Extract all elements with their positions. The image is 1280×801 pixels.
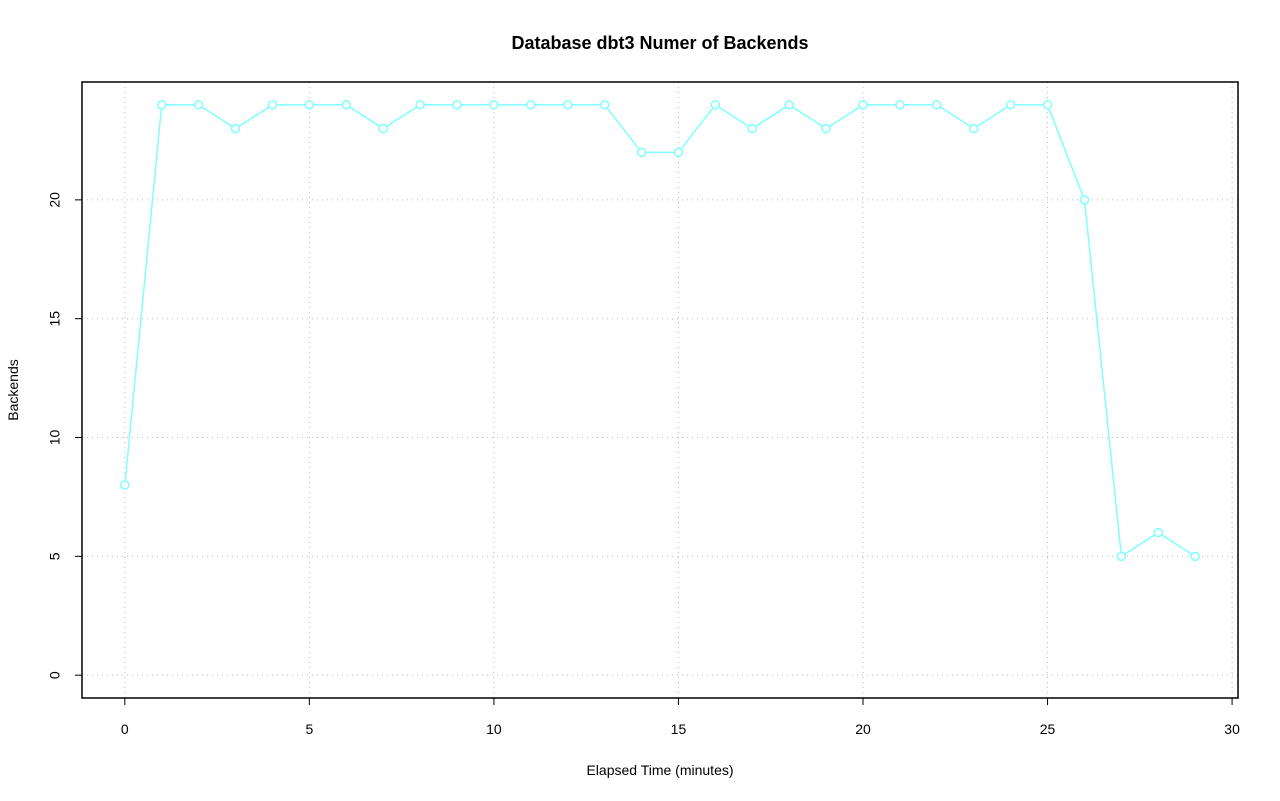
y-tick-label: 0 [47,671,63,679]
data-point [452,100,462,110]
y-tick-label: 10 [47,430,63,446]
x-tick-label: 15 [671,721,687,737]
data-point [784,100,794,110]
data-point [968,123,979,134]
chart-title: Database dbt3 Numer of Backends [511,33,808,53]
data-point [341,100,352,110]
data-point [1042,100,1053,110]
data-point [673,147,684,158]
x-tick-label: 5 [305,721,313,737]
data-line [124,103,1196,558]
x-tick-label: 20 [855,721,871,737]
y-axis-label: Backends [5,359,21,420]
data-point [1190,551,1200,562]
x-tick-label: 10 [486,721,502,737]
plot-frame [81,81,1239,699]
data-point [304,100,315,110]
data-point [895,100,905,110]
data-point [193,100,204,110]
data-point [562,100,573,110]
data-point [932,100,942,110]
data-point [489,100,499,110]
data-point [267,100,278,110]
data-point [636,147,647,158]
data-point [710,100,721,110]
data-point [378,123,388,134]
data-point [526,100,536,110]
data-point [1116,551,1127,562]
data-point [858,100,868,110]
data-point [1005,100,1016,110]
data-point [1153,527,1164,538]
data-point [599,100,610,110]
data-point [747,123,758,134]
y-tick-label: 15 [47,311,63,327]
x-tick-label: 30 [1224,721,1240,737]
data-point [415,100,425,110]
data-point [120,480,130,490]
data-point [1079,195,1090,205]
x-tick-label: 25 [1040,721,1056,737]
x-axis-label: Elapsed Time (minutes) [586,762,733,778]
x-tick-label: 0 [121,721,129,737]
data-point [230,123,241,134]
y-tick-label: 20 [47,192,63,208]
data-point [821,123,831,134]
y-tick-label: 5 [47,552,63,560]
data-point [156,100,167,110]
